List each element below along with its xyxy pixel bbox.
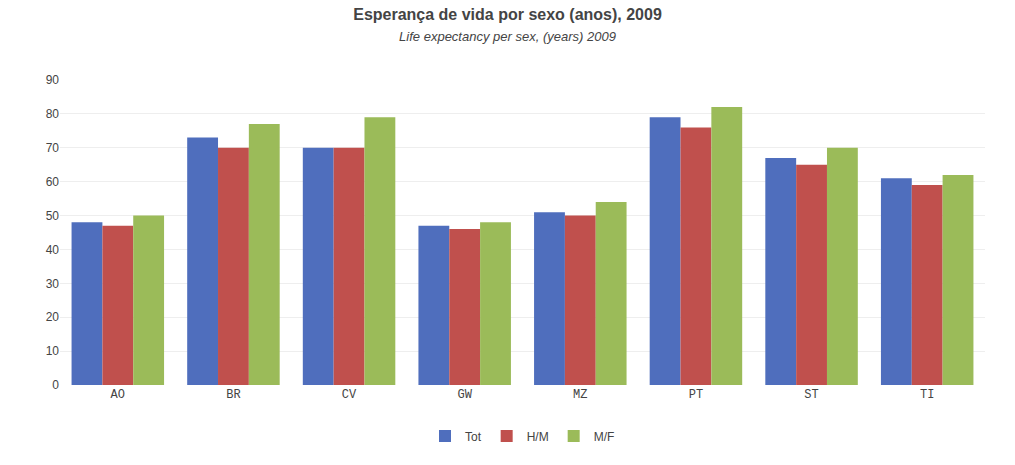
svg-text:70: 70	[46, 141, 60, 155]
svg-text:TI: TI	[920, 388, 934, 402]
svg-text:30: 30	[46, 277, 60, 291]
svg-text:Tot: Tot	[465, 430, 482, 444]
svg-text:20: 20	[46, 310, 60, 324]
svg-text:90: 90	[46, 73, 60, 87]
svg-text:0: 0	[52, 378, 59, 392]
svg-text:40: 40	[46, 243, 60, 257]
svg-text:BR: BR	[226, 388, 240, 402]
svg-text:GW: GW	[457, 388, 472, 402]
svg-text:AO: AO	[111, 388, 125, 402]
svg-text:PT: PT	[689, 388, 703, 402]
svg-text:60: 60	[46, 175, 60, 189]
svg-text:80: 80	[46, 107, 60, 121]
svg-text:Esperança de vida por sexo (an: Esperança de vida por sexo (anos), 2009L…	[353, 6, 662, 44]
svg-text:CV: CV	[342, 388, 357, 402]
svg-text:10: 10	[46, 344, 60, 358]
svg-text:MZ: MZ	[573, 388, 587, 402]
svg-text:ST: ST	[804, 388, 818, 402]
svg-text:M/F: M/F	[594, 430, 615, 444]
svg-text:H/M: H/M	[527, 430, 549, 444]
svg-text:50: 50	[46, 209, 60, 223]
